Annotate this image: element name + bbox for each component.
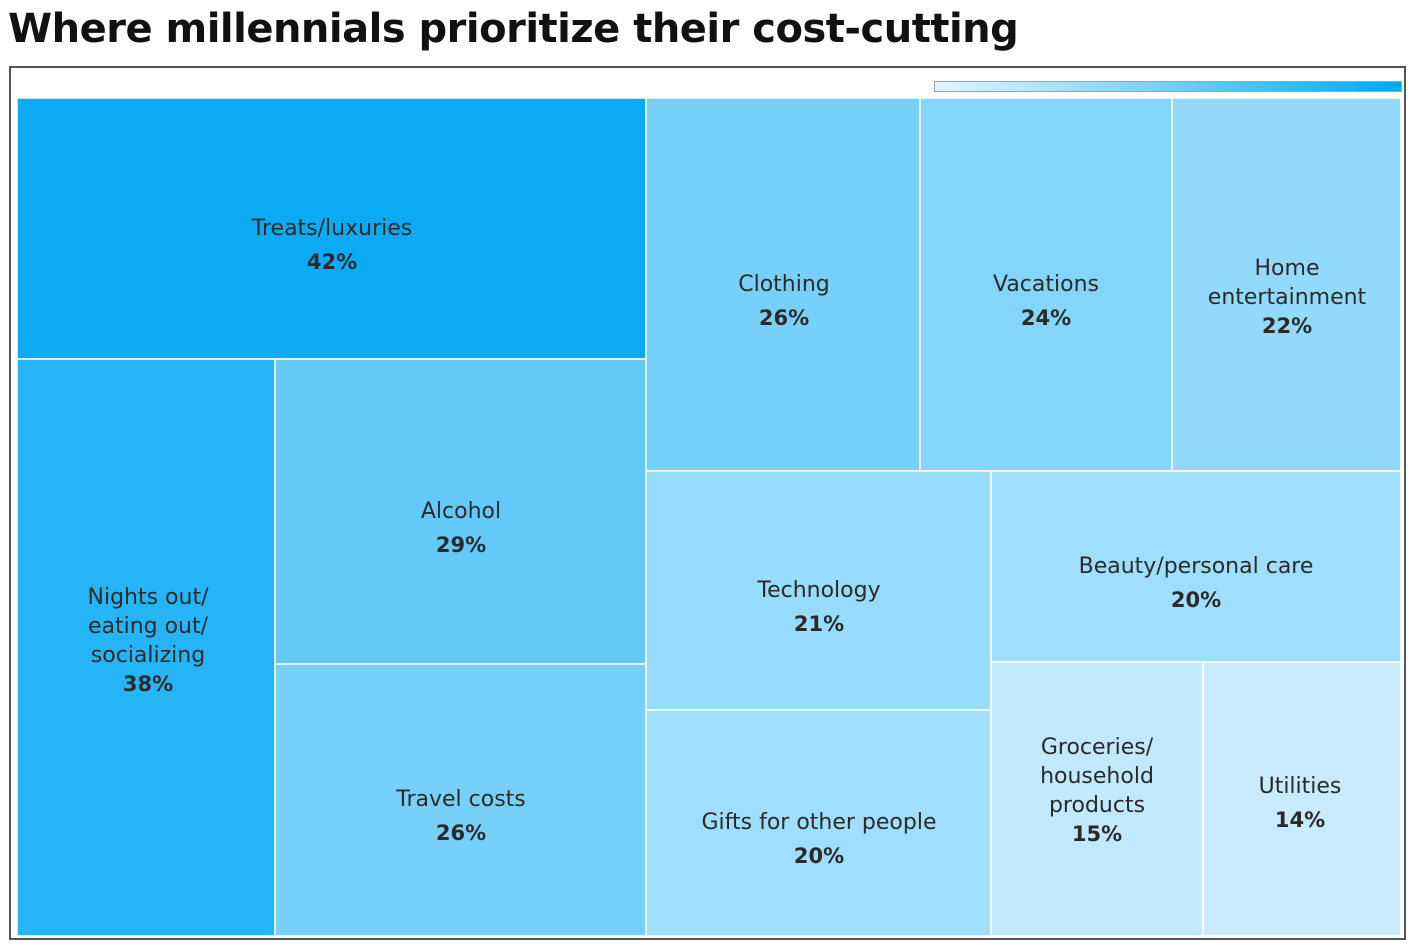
treemap-cell-beauty-personal-care[interactable]: Beauty/personal care 20% (990, 470, 1402, 663)
cell-label-beauty-personal-care-line-1: Beauty/personal care (1079, 554, 1314, 579)
treemap-rect-home-entertainment[interactable] (1171, 97, 1402, 472)
cell-label-groceries-household-products-line-1: Groceries/ (1041, 735, 1154, 760)
cell-label-gifts-for-other-people-line-1: Gifts for other people (701, 810, 936, 835)
treemap-rect-gifts-for-other-people[interactable] (645, 709, 992, 937)
cell-label-utilities-line-1: Utilities (1259, 774, 1342, 799)
cell-label-technology-line-1: Technology (756, 578, 880, 603)
cell-value-technology: 21% (794, 612, 844, 636)
cell-label-nights-out-eating-out-socializing-line-2: eating out/ (88, 614, 209, 639)
treemap-rect-clothing[interactable] (645, 97, 921, 472)
cell-label-vacations-line-1: Vacations (993, 272, 1099, 297)
cell-label-nights-out-eating-out-socializing-line-1: Nights out/ (88, 585, 210, 610)
treemap-cell-clothing[interactable]: Clothing 26% (645, 97, 921, 472)
cell-value-nights-out-eating-out-socializing: 38% (123, 672, 173, 696)
cell-label-groceries-household-products-line-3: products (1049, 793, 1145, 818)
treemap-cell-gifts-for-other-people[interactable]: Gifts for other people 20% (645, 709, 992, 937)
treemap-cell-utilities[interactable]: Utilities 14% (1202, 661, 1402, 937)
chart-frame (9, 66, 1406, 940)
cell-label-clothing-line-1: Clothing (738, 272, 830, 297)
treemap-cell-nights-out-eating-out-socializing[interactable]: Nights out/eating out/socializing 38% (16, 358, 276, 937)
treemap-cell-vacations[interactable]: Vacations 24% (919, 97, 1173, 472)
treemap-rect-treats-luxuries[interactable] (16, 97, 647, 360)
cell-value-clothing: 26% (759, 306, 809, 330)
treemap-rect-beauty-personal-care[interactable] (990, 470, 1402, 663)
cell-value-treats-luxuries: 42% (307, 250, 357, 274)
treemap-cell-treats-luxuries[interactable]: Treats/luxuries 42% (16, 97, 647, 360)
cell-value-gifts-for-other-people: 20% (794, 844, 844, 868)
cell-label-alcohol-line-1: Alcohol (421, 499, 501, 524)
cell-value-beauty-personal-care: 20% (1171, 588, 1221, 612)
treemap-cell-technology[interactable]: Technology 21% (645, 470, 992, 711)
treemap-rect-nights-out-eating-out-socializing[interactable] (16, 358, 276, 937)
cell-label-home-entertainment-line-2: entertainment (1208, 285, 1367, 310)
treemap-cell-groceries-household-products[interactable]: Groceries/household products 15% (990, 661, 1204, 937)
treemap-rect-groceries-household-products[interactable] (990, 661, 1204, 937)
cell-value-groceries-household-products: 15% (1072, 822, 1122, 846)
treemap-rect-utilities[interactable] (1202, 661, 1402, 937)
cell-value-vacations: 24% (1021, 306, 1071, 330)
treemap-rect-vacations[interactable] (919, 97, 1173, 472)
chart-title: Where millennials prioritize their cost-… (8, 6, 1019, 52)
cell-label-travel-costs-line-1: Travel costs (395, 787, 526, 812)
cell-value-utilities: 14% (1275, 808, 1325, 832)
cell-value-home-entertainment: 22% (1262, 314, 1312, 338)
treemap-rect-technology[interactable] (645, 470, 992, 711)
cell-label-nights-out-eating-out-socializing-line-3: socializing (91, 643, 205, 668)
cell-label-home-entertainment-line-1: Home (1255, 256, 1320, 281)
cell-value-alcohol: 29% (436, 533, 486, 557)
color-scale-legend (934, 81, 1402, 92)
treemap-rect-alcohol[interactable] (274, 358, 647, 665)
treemap-cell-travel-costs[interactable]: Travel costs 26% (274, 663, 647, 937)
treemap-cell-home-entertainment[interactable]: Home entertainment 22% (1171, 97, 1402, 472)
cell-value-travel-costs: 26% (436, 821, 486, 845)
treemap-cell-alcohol[interactable]: Alcohol 29% (274, 358, 647, 665)
cell-label-groceries-household-products-line-2: household (1040, 764, 1154, 789)
cell-label-treats-luxuries-line-1: Treats/luxuries (251, 216, 412, 241)
